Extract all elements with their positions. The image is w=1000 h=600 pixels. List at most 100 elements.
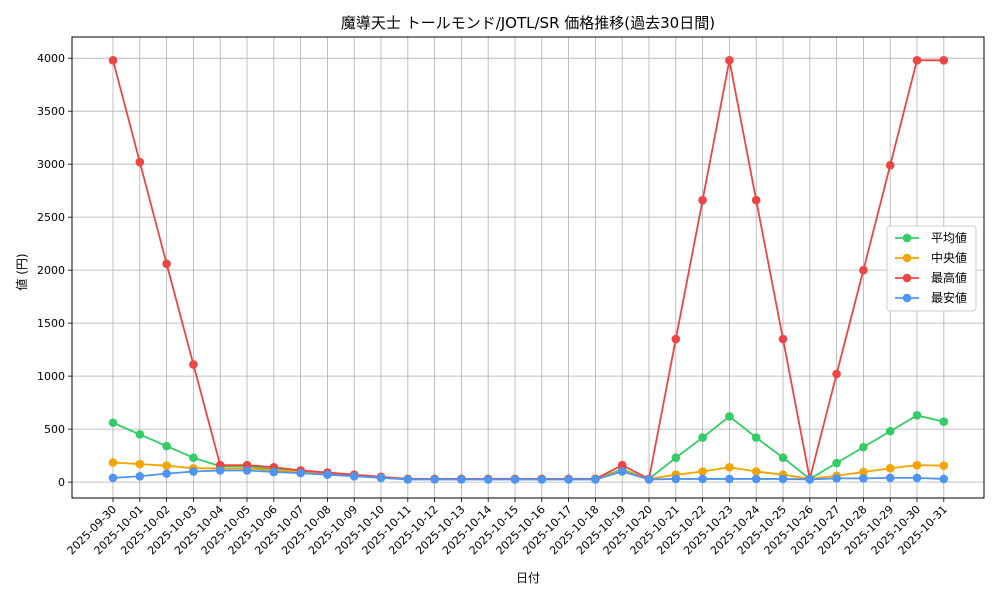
- data-point: [859, 467, 868, 477]
- data-point: [135, 471, 145, 481]
- legend-swatch-marker: [902, 273, 912, 283]
- data-point: [296, 468, 305, 478]
- grid: [72, 37, 984, 498]
- y-tick-label: 500: [44, 423, 65, 436]
- series-最安値: [108, 466, 949, 484]
- series-line: [112, 414, 945, 481]
- data-point: [751, 467, 761, 476]
- data-point: [912, 473, 922, 483]
- data-point: [430, 475, 439, 484]
- data-point: [108, 56, 118, 65]
- data-point: [617, 460, 627, 470]
- legend-label: 平均値: [931, 230, 967, 245]
- series-line: [112, 469, 944, 481]
- legend-swatch-marker: [902, 233, 912, 243]
- data-point: [698, 474, 707, 484]
- chart-title: 魔導天士 トールモンド/JOTL/SR 価格推移(過去30日間): [341, 14, 715, 32]
- data-point: [162, 441, 171, 451]
- data-point: [108, 458, 118, 467]
- data-point: [403, 475, 413, 484]
- data-point: [215, 466, 225, 475]
- data-point: [108, 418, 118, 428]
- data-point: [671, 453, 681, 463]
- data-point: [698, 467, 707, 476]
- y-tick-label: 1500: [37, 317, 65, 330]
- y-tick-label: 4000: [37, 52, 65, 65]
- data-point: [778, 474, 788, 484]
- legend-box: [886, 225, 977, 312]
- data-point: [242, 466, 252, 475]
- data-point: [189, 360, 198, 369]
- data-point: [751, 474, 761, 484]
- data-point: [939, 474, 949, 484]
- data-point: [912, 56, 922, 65]
- data-point: [859, 265, 868, 275]
- legend-swatch-marker: [902, 253, 912, 263]
- data-point: [885, 464, 895, 473]
- data-point: [832, 369, 841, 379]
- series-line: [112, 59, 944, 481]
- series-最高値: [108, 56, 949, 484]
- data-point: [778, 334, 788, 344]
- data-point: [698, 433, 707, 442]
- data-point: [349, 471, 359, 481]
- data-point: [189, 467, 198, 476]
- data-point: [832, 458, 841, 468]
- legend-label: 最高値: [931, 270, 967, 285]
- data-point: [939, 56, 949, 65]
- data-point: [939, 417, 949, 426]
- data-point: [751, 433, 761, 442]
- data-point: [751, 195, 761, 205]
- y-tick-label: 3000: [37, 158, 65, 171]
- legend-label: 最安値: [931, 290, 967, 305]
- data-point: [885, 426, 895, 436]
- data-point: [725, 462, 734, 472]
- data-point: [510, 475, 520, 484]
- series-group: [108, 56, 949, 484]
- data-point: [832, 474, 841, 483]
- legend-label: 中央値: [931, 250, 967, 265]
- data-point: [483, 475, 493, 484]
- data-point: [912, 460, 922, 470]
- legend-swatch-marker: [902, 293, 912, 303]
- y-tick-label: 0: [58, 476, 65, 489]
- data-point: [859, 442, 868, 452]
- data-point: [457, 475, 466, 484]
- series-平均値: [108, 411, 949, 484]
- data-point: [323, 470, 332, 479]
- data-point: [939, 461, 949, 470]
- data-point: [591, 475, 600, 484]
- data-point: [859, 474, 868, 483]
- data-point: [162, 469, 171, 478]
- data-point: [617, 467, 627, 476]
- data-point: [189, 453, 198, 463]
- data-point: [269, 467, 279, 477]
- data-point: [698, 195, 707, 205]
- data-point: [885, 473, 895, 483]
- data-point: [912, 411, 922, 420]
- data-point: [135, 430, 145, 439]
- data-point: [135, 157, 145, 167]
- data-point: [671, 334, 681, 344]
- data-point: [162, 259, 171, 269]
- data-point: [778, 453, 788, 463]
- data-point: [376, 473, 386, 483]
- data-point: [725, 56, 734, 65]
- y-tick-label: 3500: [37, 105, 65, 118]
- data-point: [564, 475, 573, 484]
- y-tick-label: 2000: [37, 264, 65, 277]
- data-point: [671, 474, 681, 484]
- data-point: [162, 461, 171, 470]
- data-point: [725, 412, 734, 421]
- data-point: [885, 160, 895, 170]
- data-point: [108, 473, 118, 483]
- plot-frame: [71, 36, 985, 499]
- data-point: [725, 474, 734, 484]
- x-axis-label: 日付: [516, 571, 540, 585]
- data-point: [537, 475, 547, 484]
- data-point: [135, 459, 145, 469]
- data-point: [805, 475, 815, 484]
- y-tick-label: 1000: [37, 370, 65, 383]
